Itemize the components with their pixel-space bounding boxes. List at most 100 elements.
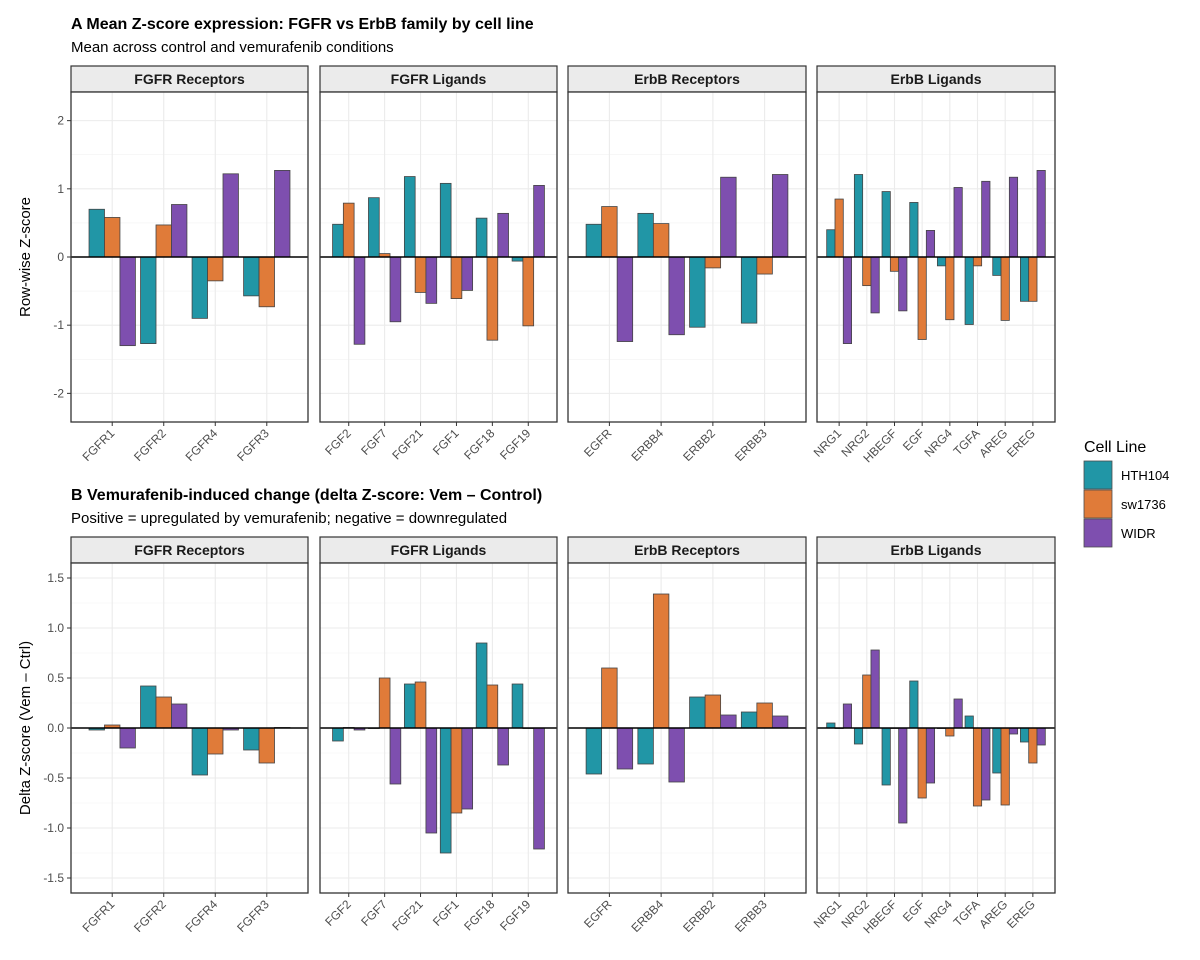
x-tick-label: ERBB4 [629, 897, 667, 935]
bar-widr-fgf21 [425, 256, 438, 304]
x-tick-label: FGFR4 [183, 426, 221, 464]
bar-sw1736-nrg4 [945, 256, 955, 321]
bar-hth104-erbb3 [740, 256, 758, 324]
bar-widr-fgfr4 [222, 173, 239, 258]
bar-widr-hbegf [898, 727, 908, 824]
x-tick-label: NRG1 [811, 897, 845, 931]
x-tick-label: NRG4 [921, 426, 955, 460]
legend-swatch-widr [1083, 518, 1113, 548]
facet-strip [319, 65, 558, 93]
x-tick-label: TGFA [951, 897, 983, 929]
x-tick-label: FGFR3 [234, 897, 272, 935]
bar-sw1736-areg [1000, 727, 1010, 806]
x-tick-label: FGFR3 [234, 426, 272, 464]
bar-hth104-nrg2 [853, 727, 864, 745]
panel-border [319, 91, 558, 423]
bar-widr-erbb3 [771, 715, 789, 729]
bar-widr-egfr [616, 256, 634, 342]
bar-widr-fgf21 [425, 727, 438, 834]
legend-label-widr: WIDR [1121, 526, 1156, 541]
bar-hth104-erbb3 [740, 711, 758, 729]
panel-b-y-axis-label: Delta Z-score (Vem – Ctrl) [17, 641, 34, 815]
facet-strip-label: ErbB Ligands [890, 542, 981, 558]
bar-sw1736-fgfr4 [207, 727, 224, 755]
facet-fgfr-receptors: FGFR Receptors FGFR1 FGFR2 FGFR4 FGFR3 -1.5 -1… [43, 536, 309, 935]
y-tick-label: 1 [57, 182, 64, 196]
bar-hth104-tgfa [964, 256, 974, 325]
y-tick-label: 2 [57, 114, 64, 128]
bar-sw1736-ereg [1028, 256, 1038, 302]
legend-label-hth104: HTH104 [1121, 468, 1169, 483]
facet-fgfr-receptors: FGFR Receptors FGFR1 FGFR2 FGFR4 FGFR3 -2 -1 0 1… [53, 65, 309, 464]
bar-hth104-erbb2 [689, 696, 706, 729]
panel-a-subtitle: Mean across control and vemurafenib cond… [71, 39, 394, 56]
bar-sw1736-erbb4 [652, 593, 670, 729]
x-tick-label: FGFR1 [80, 897, 118, 935]
bar-sw1736-fgf1 [450, 727, 463, 814]
bar-hth104-fgf21 [403, 683, 416, 729]
bar-hth104-erbb4 [637, 727, 654, 765]
bar-sw1736-fgf18 [486, 256, 499, 341]
y-tick-label: 0.5 [47, 671, 64, 685]
bar-widr-egf [925, 230, 936, 258]
facet-strip-label: FGFR Receptors [134, 542, 245, 558]
legend-swatch-hth104 [1083, 460, 1113, 490]
x-tick-label: FGF1 [430, 897, 462, 929]
x-tick-label: AREG [976, 426, 1010, 460]
bar-widr-erbb3 [771, 174, 789, 258]
bar-widr-fgf2 [353, 256, 366, 345]
x-tick-label: ERBB3 [732, 897, 770, 935]
bar-widr-fgfr3 [274, 170, 291, 258]
x-tick-label: FGFR2 [131, 897, 169, 935]
bar-sw1736-egfr [601, 667, 618, 729]
bar-hth104-fgf7 [368, 197, 380, 258]
bar-widr-fgf1 [461, 727, 474, 810]
bar-sw1736-egf [917, 727, 927, 799]
y-tick-label: 1.0 [47, 621, 64, 635]
bar-hth104-fgfr3 [243, 727, 260, 751]
bar-hth104-fgf1 [439, 727, 452, 854]
x-tick-label: FGF2 [322, 897, 354, 929]
panel-border [816, 562, 1056, 894]
panel-a-title: A Mean Z-score expression: FGFR vs ErbB … [71, 16, 534, 33]
x-tick-label: FGF1 [430, 426, 462, 458]
x-tick-label: NRG4 [921, 897, 955, 931]
bar-hth104-hbegf [881, 191, 891, 258]
bar-widr-nrg2 [870, 256, 880, 314]
bar-hth104-fgf2 [332, 223, 344, 258]
bar-widr-nrg1 [842, 256, 852, 344]
x-tick-label: FGF21 [389, 897, 426, 934]
bar-sw1736-fgfr4 [207, 256, 224, 282]
bar-widr-fgf19 [533, 727, 545, 850]
bar-widr-areg [1008, 176, 1019, 258]
bar-widr-erbb4 [668, 256, 685, 336]
y-tick-label: 0.0 [47, 721, 64, 735]
bar-widr-erbb2 [720, 714, 737, 729]
bar-sw1736-egfr [601, 206, 618, 258]
bar-hth104-ereg [1020, 256, 1030, 302]
x-tick-label: FGF2 [322, 426, 354, 458]
bar-sw1736-nrg4 [945, 727, 955, 737]
bar-hth104-egfr [585, 727, 603, 775]
bar-hth104-fgf18 [475, 217, 488, 258]
bar-hth104-egfr [585, 223, 603, 258]
bar-hth104-fgf18 [475, 642, 488, 729]
facet-strip [70, 65, 309, 93]
bar-widr-fgf19 [533, 185, 545, 258]
bar-widr-fgfr2 [171, 703, 188, 729]
x-tick-label: EGFR [581, 426, 615, 460]
bar-widr-hbegf [898, 256, 908, 312]
x-tick-label: FGFR2 [131, 426, 169, 464]
bar-hth104-fgfr2 [140, 256, 157, 344]
bar-widr-egf [925, 727, 936, 784]
facet-erbb-receptors: ErbB Receptors EGFR ERBB4 ERBB2 ERBB3 [567, 536, 807, 935]
x-tick-label: EGFR [581, 897, 615, 931]
bar-widr-nrg4 [953, 187, 963, 258]
x-tick-label: TGFA [951, 426, 983, 458]
panel-border [816, 91, 1056, 423]
bar-sw1736-fgfr3 [258, 727, 275, 764]
facet-fgfr-ligands: FGFR Ligands FGF2 FGF7 FGF21 FGF1 FGF18 FGF19 [319, 536, 558, 934]
bar-sw1736-fgfr3 [258, 256, 275, 308]
